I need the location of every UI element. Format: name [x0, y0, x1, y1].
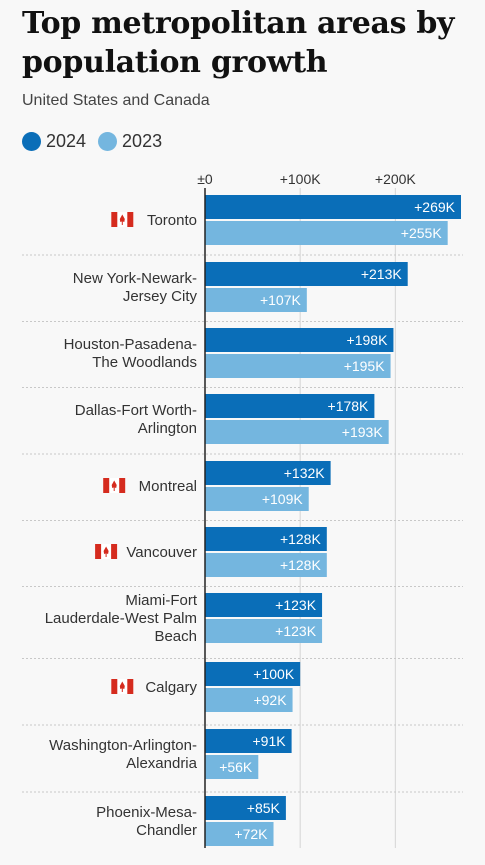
- category-label: Alexandria: [126, 755, 198, 772]
- data-label-2024: +128K: [280, 531, 322, 547]
- flag-band-right: [111, 544, 118, 559]
- canada-flag-icon: [111, 679, 134, 694]
- x-tick-label: ±0: [197, 171, 213, 187]
- flag-band-left: [111, 679, 118, 694]
- data-label-2024: +198K: [347, 332, 389, 348]
- bar-2023: [205, 553, 327, 577]
- data-label-2023: +195K: [344, 358, 386, 374]
- flag-band-left: [95, 544, 102, 559]
- bar-2024: [205, 195, 461, 219]
- data-label-2024: +123K: [275, 597, 317, 613]
- data-label-2024: +178K: [328, 398, 370, 414]
- data-label-2023: +107K: [260, 292, 302, 308]
- data-label-2023: +56K: [219, 759, 253, 775]
- category-label: Miami-Fort: [125, 592, 197, 609]
- bar-2023: [205, 619, 323, 643]
- x-tick-label: +100K: [280, 171, 322, 187]
- flag-band-left: [103, 478, 110, 493]
- category-label: Jersey City: [123, 288, 198, 305]
- data-label-2024: +269K: [414, 199, 456, 215]
- data-label-2023: +193K: [342, 424, 384, 440]
- bar-2024: [205, 328, 394, 352]
- bar-2023: [205, 221, 448, 245]
- category-label: The Woodlands: [92, 354, 197, 371]
- bar-2023: [205, 822, 274, 846]
- category-label: Toronto: [147, 212, 197, 229]
- category-label: Houston-Pasadena-: [64, 336, 197, 353]
- bar-2023: [205, 487, 309, 511]
- bar-2024: [205, 662, 301, 686]
- legend-item-2023: 2023: [98, 131, 162, 152]
- legend-label-2024: 2024: [46, 131, 87, 151]
- legend-swatch-2023: [98, 132, 118, 151]
- legend-label-2023: 2023: [122, 131, 163, 151]
- data-label-2023: +72K: [234, 826, 268, 842]
- data-label-2023: +128K: [280, 557, 322, 573]
- x-tick-label: +200K: [375, 171, 417, 187]
- flag-band-right: [127, 212, 134, 227]
- category-label: Washington-Arlington-: [49, 737, 197, 754]
- bar-2023: [205, 420, 389, 444]
- data-label-2024: +132K: [284, 465, 326, 481]
- legend-item-2024: 2024: [22, 131, 86, 152]
- data-label-2023: +92K: [253, 692, 287, 708]
- bar-2024: [205, 262, 408, 286]
- maple-leaf-icon: [103, 546, 109, 557]
- data-label-2024: +100K: [253, 666, 295, 682]
- bar-2023: [205, 354, 391, 378]
- maple-leaf-icon: [111, 480, 117, 491]
- category-label: Lauderdale-West Palm: [45, 610, 197, 627]
- maple-leaf-icon: [119, 214, 125, 225]
- bar-2024: [205, 394, 375, 418]
- category-label: Montreal: [139, 478, 197, 495]
- category-label: New York-Newark-: [73, 270, 197, 287]
- flag-band-right: [127, 679, 134, 694]
- data-label-2023: +255K: [401, 225, 443, 241]
- bar-2023: [205, 755, 259, 779]
- bar-2024: [205, 461, 331, 485]
- canada-flag-icon: [103, 478, 126, 493]
- category-label: Vancouver: [126, 544, 197, 561]
- category-label: Phoenix-Mesa-: [96, 804, 197, 821]
- canada-flag-icon: [95, 544, 118, 559]
- data-label-2024: +85K: [247, 800, 281, 816]
- category-label: Dallas-Fort Worth-: [75, 402, 197, 419]
- canada-flag-icon: [111, 212, 134, 227]
- bar-2024: [205, 796, 286, 820]
- bar-2024: [205, 593, 323, 617]
- bar-2024: [205, 729, 292, 753]
- bar-chart: ±0 +100K +200K +269K +255K Toronto +213K +107K N…: [22, 171, 463, 848]
- data-label-2023: +109K: [262, 491, 304, 507]
- flag-band-right: [119, 478, 126, 493]
- bar-2023: [205, 688, 293, 712]
- data-label-2024: +91K: [253, 733, 287, 749]
- maple-leaf-icon: [119, 681, 125, 692]
- flag-band-left: [111, 212, 118, 227]
- data-label-2024: +213K: [361, 266, 403, 282]
- category-label: Chandler: [136, 822, 197, 839]
- category-label: Beach: [154, 628, 197, 645]
- chart-subtitle: United States and Canada: [22, 92, 210, 109]
- bar-2024: [205, 527, 327, 551]
- data-label-2023: +123K: [275, 623, 317, 639]
- chart-title: Top metropolitan areas by population gro…: [22, 6, 455, 80]
- legend-swatch-2024: [22, 132, 41, 151]
- category-label: Calgary: [145, 679, 197, 696]
- bar-2023: [205, 288, 307, 312]
- legend: 2024 2023: [22, 131, 174, 152]
- category-label: Arlington: [138, 420, 197, 437]
